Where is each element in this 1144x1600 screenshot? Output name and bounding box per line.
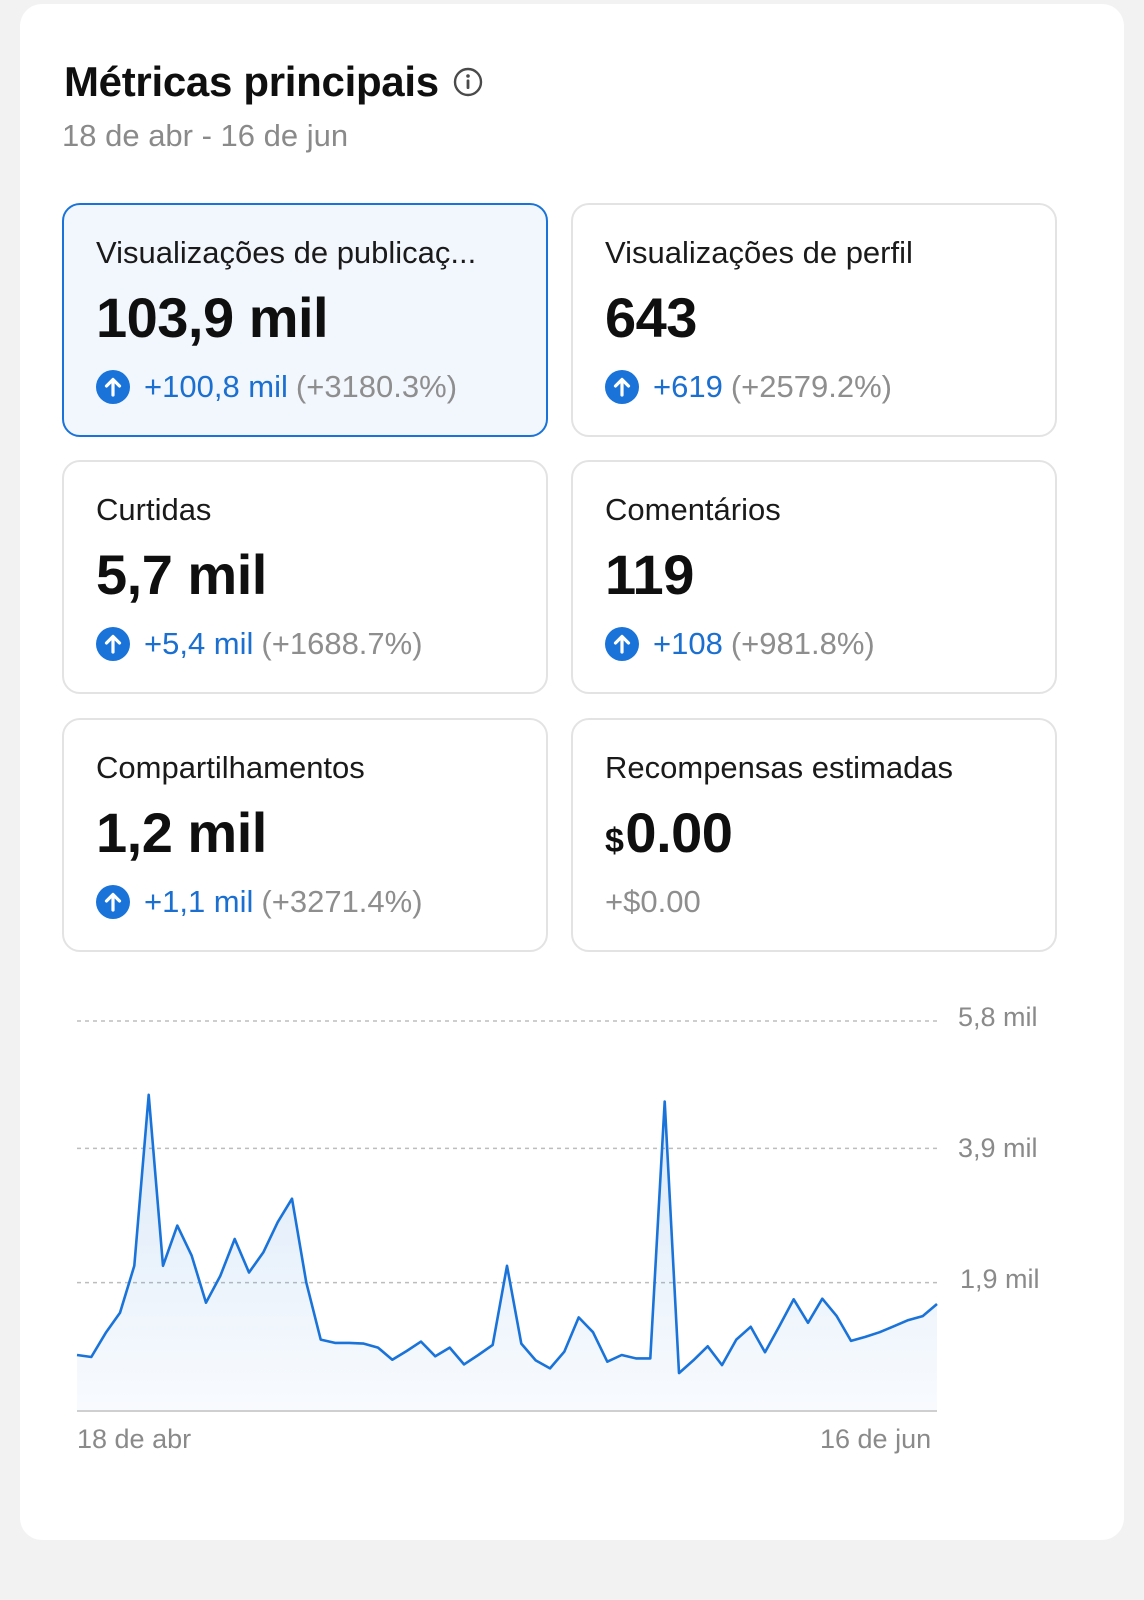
metric-value-number: 0.00: [625, 801, 733, 864]
metric-delta: +100,8 mil (+3180.3%): [96, 369, 457, 405]
metric-card-post-views[interactable]: Visualizações de publicaç... 103,9 mil +…: [62, 203, 548, 437]
arrow-up-circle-icon: [605, 627, 639, 661]
delta-absolute: +108: [653, 626, 723, 661]
delta-absolute: +1,1 mil: [144, 884, 254, 919]
metric-card-shares[interactable]: Compartilhamentos 1,2 mil +1,1 mil (+327…: [62, 718, 548, 952]
title-row: Métricas principais: [64, 58, 483, 106]
metric-card-likes[interactable]: Curtidas 5,7 mil +5,4 mil (+1688.7%): [62, 460, 548, 694]
metric-value: 643: [605, 286, 697, 349]
delta-percent: (+2579.2%): [730, 369, 892, 404]
metric-value: $0.00: [605, 800, 733, 865]
metric-value: 5,7 mil: [96, 543, 267, 606]
delta-absolute: +619: [653, 369, 723, 404]
metric-card-estimated-rewards[interactable]: Recompensas estimadas $0.00 +$0.00: [571, 718, 1057, 952]
metric-delta: +5,4 mil (+1688.7%): [96, 626, 423, 662]
page-title: Métricas principais: [64, 58, 439, 105]
arrow-up-circle-icon: [605, 370, 639, 404]
arrow-up-circle-icon: [96, 885, 130, 919]
delta-absolute: +100,8 mil: [144, 369, 288, 404]
metric-label: Compartilhamentos: [96, 750, 365, 785]
metric-card-comments[interactable]: Comentários 119 +108 (+981.8%): [571, 460, 1057, 694]
metric-value: 1,2 mil: [96, 801, 267, 864]
delta-percent: (+3180.3%): [295, 369, 458, 404]
metric-delta: +$0.00: [605, 884, 701, 920]
metric-label: Recompensas estimadas: [605, 750, 954, 785]
metric-card-profile-views[interactable]: Visualizações de perfil 643 +619 (+2579.…: [571, 203, 1057, 437]
metric-label: Visualizações de perfil: [605, 235, 913, 270]
metric-label: Curtidas: [96, 492, 212, 527]
delta-percent: (+1688.7%): [261, 626, 423, 661]
delta-absolute: +5,4 mil: [144, 626, 254, 661]
delta-percent: (+3271.4%): [261, 884, 423, 919]
arrow-up-circle-icon: [96, 370, 130, 404]
metric-delta: +1,1 mil (+3271.4%): [96, 884, 423, 920]
info-icon[interactable]: [453, 67, 483, 97]
delta-absolute: +$0.00: [605, 884, 701, 919]
metric-value: 119: [605, 543, 694, 606]
metric-label: Visualizações de publicaç...: [96, 235, 477, 270]
delta-percent: (+981.8%): [730, 626, 875, 661]
metric-label: Comentários: [605, 492, 781, 527]
arrow-up-circle-icon: [96, 627, 130, 661]
currency-symbol: $: [605, 822, 624, 860]
metric-delta: +619 (+2579.2%): [605, 369, 892, 405]
metric-value: 103,9 mil: [96, 286, 329, 349]
metric-delta: +108 (+981.8%): [605, 626, 875, 662]
date-range: 18 de abr - 16 de jun: [62, 118, 349, 153]
